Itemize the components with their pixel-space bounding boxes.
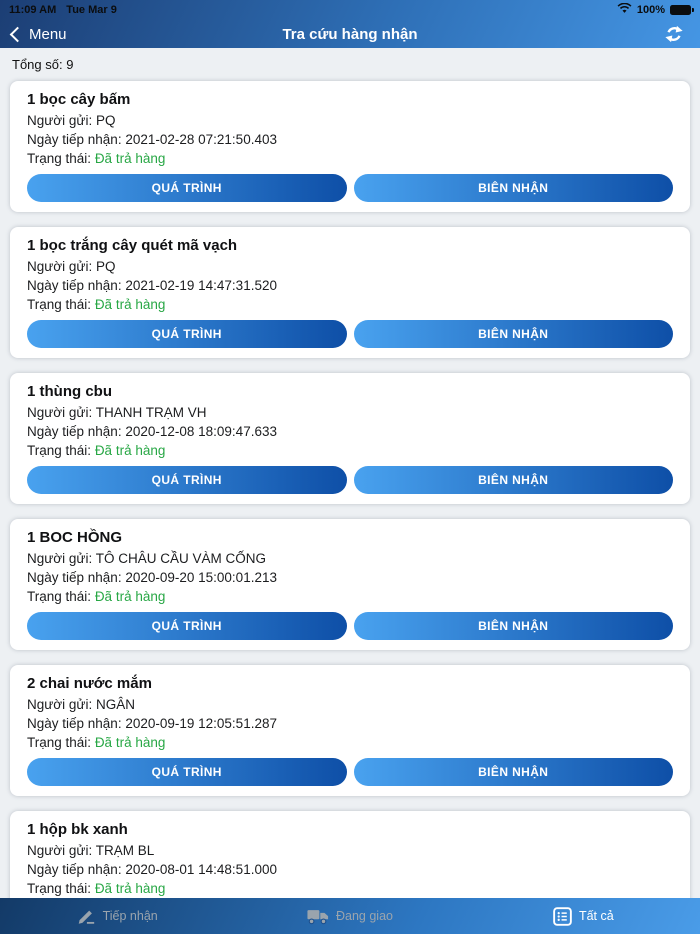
shipment-card: 1 bọc cây bấm Người gửi: PQ Ngày tiếp nh… [10, 81, 690, 212]
shipment-title: 1 thùng cbu [27, 383, 112, 400]
received-value: 2020-09-19 12:05:51.287 [125, 716, 277, 731]
sender-line: Người gửi: PQ [27, 113, 116, 128]
sender-value: NGÂN [95, 697, 135, 712]
status-badge: Đã trả hàng [94, 297, 166, 312]
status-badge: Đã trả hàng [94, 151, 166, 166]
received-value: 2020-08-01 14:48:51.000 [125, 862, 277, 877]
pen-icon [78, 910, 94, 924]
list-icon [553, 906, 572, 926]
sender-line: Người gửi: NGÂN [27, 697, 135, 712]
receipt-button[interactable]: BIÊN NHẬN [353, 320, 673, 348]
process-button[interactable]: QUÁ TRÌNH [27, 612, 347, 640]
refresh-icon [665, 25, 683, 43]
sender-line: Người gửi: TÔ CHÂU CẦU VÀM CỐNG [27, 551, 266, 566]
sender-value: TRẠM BL [95, 843, 155, 858]
shipment-title: 1 BOC HỒNG [27, 529, 123, 546]
tab-tat-ca[interactable]: Tất cả [467, 898, 700, 934]
refresh-button[interactable] [662, 22, 686, 46]
card-actions: QUÁ TRÌNH BIÊN NHẬN [27, 320, 673, 348]
sender-value: PQ [95, 113, 116, 128]
tab-tiep-nhan[interactable]: Tiếp nhận [0, 898, 233, 934]
shipment-list: 1 bọc cây bấm Người gửi: PQ Ngày tiếp nh… [0, 81, 700, 898]
process-button[interactable]: QUÁ TRÌNH [27, 758, 347, 786]
tab-label: Đang giao [335, 909, 393, 923]
status-badge: Đã trả hàng [94, 881, 166, 896]
content-area[interactable]: Tổng số: 9 1 bọc cây bấm Người gửi: PQ N… [0, 48, 700, 898]
shipment-card: 2 chai nước mắm Người gửi: NGÂN Ngày tiế… [10, 665, 690, 796]
received-value: 2021-02-28 07:21:50.403 [125, 132, 277, 147]
sender-line: Người gửi: TRẠM BL [27, 843, 155, 858]
status-line: Trạng thái: Đã trả hàng [27, 881, 166, 896]
card-actions: QUÁ TRÌNH BIÊN NHẬN [27, 758, 673, 786]
sender-value: THANH TRẠM VH [95, 405, 207, 420]
tab-dang-giao[interactable]: Đang giao [233, 898, 466, 934]
tab-label: Tất cả [578, 909, 614, 923]
tab-bar: Tiếp nhận Đang giao Tất cả [0, 898, 700, 934]
tab-label: Tiếp nhận [102, 909, 158, 923]
clock: 11:09 AM [9, 4, 57, 16]
received-line: Ngày tiếp nhận: 2020-08-01 14:48:51.000 [27, 862, 277, 877]
status-badge: Đã trả hàng [94, 589, 166, 604]
receipt-button[interactable]: BIÊN NHẬN [353, 612, 673, 640]
shipment-title: 2 chai nước mắm [27, 675, 152, 692]
received-line: Ngày tiếp nhận: 2021-02-28 07:21:50.403 [27, 132, 277, 147]
sender-value: TÔ CHÂU CẦU VÀM CỐNG [95, 551, 266, 566]
back-button[interactable]: Menu [9, 20, 67, 48]
nav-bar: Menu Tra cứu hàng nhận [0, 20, 700, 48]
received-line: Ngày tiếp nhận: 2020-12-08 18:09:47.633 [27, 424, 277, 439]
battery-percent: 100% [636, 4, 665, 16]
status-bar: 11:09 AM Tue Mar 9 100% [0, 0, 700, 20]
battery-icon [670, 5, 694, 15]
status-line: Trạng thái: Đã trả hàng [27, 443, 166, 458]
status-line: Trạng thái: Đã trả hàng [27, 151, 166, 166]
shipment-title: 1 bọc cây bấm [27, 91, 131, 108]
process-button[interactable]: QUÁ TRÌNH [27, 320, 347, 348]
sender-value: PQ [95, 259, 116, 274]
sender-line: Người gửi: THANH TRẠM VH [27, 405, 207, 420]
process-button[interactable]: QUÁ TRÌNH [27, 174, 347, 202]
process-button[interactable]: QUÁ TRÌNH [27, 466, 347, 494]
received-value: 2020-12-08 18:09:47.633 [125, 424, 277, 439]
status-line: Trạng thái: Đã trả hàng [27, 297, 166, 312]
shipment-card: 1 thùng cbu Người gửi: THANH TRẠM VH Ngà… [10, 373, 690, 504]
card-actions: QUÁ TRÌNH BIÊN NHẬN [27, 174, 673, 202]
shipment-title: 1 bọc trắng cây quét mã vạch [27, 237, 238, 254]
received-value: 2021-02-19 14:47:31.520 [125, 278, 277, 293]
status-badge: Đã trả hàng [94, 735, 166, 750]
status-line: Trạng thái: Đã trả hàng [27, 589, 166, 604]
total-count: Tổng số: 9 [12, 57, 74, 72]
page-title: Tra cứu hàng nhận [282, 25, 418, 43]
received-line: Ngày tiếp nhận: 2020-09-20 15:00:01.213 [27, 570, 277, 585]
truck-icon [307, 909, 329, 924]
receipt-button[interactable]: BIÊN NHẬN [353, 758, 673, 786]
shipment-title: 1 hộp bk xanh [27, 821, 128, 838]
shipment-card: 1 bọc trắng cây quét mã vạch Người gửi: … [10, 227, 690, 358]
back-label: Menu [29, 25, 67, 43]
received-line: Ngày tiếp nhận: 2020-09-19 12:05:51.287 [27, 716, 277, 731]
status-line: Trạng thái: Đã trả hàng [27, 735, 166, 750]
sender-line: Người gửi: PQ [27, 259, 116, 274]
date: Tue Mar 9 [66, 4, 117, 16]
receipt-button[interactable]: BIÊN NHẬN [353, 466, 673, 494]
header: 11:09 AM Tue Mar 9 100% Menu [0, 0, 700, 48]
shipment-card: 1 hộp bk xanh Người gửi: TRẠM BL Ngày ti… [10, 811, 690, 898]
card-actions: QUÁ TRÌNH BIÊN NHẬN [27, 466, 673, 494]
received-line: Ngày tiếp nhận: 2021-02-19 14:47:31.520 [27, 278, 277, 293]
shipment-card: 1 BOC HỒNG Người gửi: TÔ CHÂU CẦU VÀM CỐ… [10, 519, 690, 650]
receipt-button[interactable]: BIÊN NHẬN [353, 174, 673, 202]
received-value: 2020-09-20 15:00:01.213 [125, 570, 277, 585]
status-badge: Đã trả hàng [94, 443, 166, 458]
wifi-icon [617, 2, 632, 17]
chevron-left-icon [9, 26, 26, 42]
card-actions: QUÁ TRÌNH BIÊN NHẬN [27, 612, 673, 640]
